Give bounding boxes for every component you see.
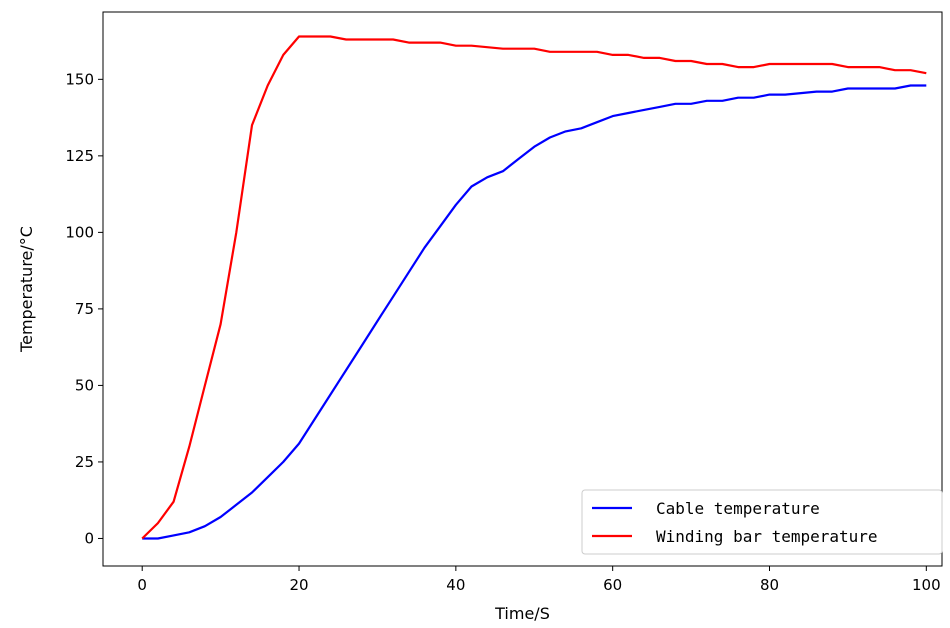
series-line-2 (141, 35, 927, 540)
series-line-1 (142, 84, 927, 540)
x-axis-ticks: 0 20 40 60 80 100 (137, 566, 941, 594)
x-tick-label: 0 (137, 576, 147, 594)
legend-label: Winding bar temperature (656, 527, 878, 546)
y-tick-label: 100 (65, 223, 94, 241)
x-tick-label: 40 (446, 576, 465, 594)
y-tick-label: 150 (65, 70, 94, 88)
y-tick-label: 75 (75, 300, 94, 318)
y-tick-label: 125 (65, 147, 94, 165)
x-tick-label: 80 (760, 576, 779, 594)
y-tick-label: 25 (75, 453, 94, 471)
legend-box (581, 489, 943, 555)
x-tick-label: 60 (603, 576, 622, 594)
plot-area (141, 35, 927, 540)
x-axis-label: Time/S (494, 604, 550, 623)
y-tick-label: 0 (84, 529, 94, 547)
x-tick-label: 20 (289, 576, 308, 594)
y-tick-label: 50 (75, 376, 94, 394)
y-axis-label: Temperature/°C (17, 226, 36, 353)
legend-label: Cable temperature (656, 499, 820, 518)
y-axis-ticks: 0 25 50 75 100 125 150 (65, 70, 103, 547)
axes-frame (102, 11, 943, 567)
x-tick-label: 100 (912, 576, 941, 594)
legend: Cable temperature Winding bar temperature (581, 489, 943, 555)
